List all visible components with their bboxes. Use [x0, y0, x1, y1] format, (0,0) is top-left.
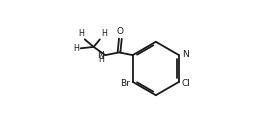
- Text: H: H: [101, 29, 107, 38]
- Text: Br: Br: [120, 79, 130, 88]
- Text: N: N: [97, 51, 104, 60]
- Text: O: O: [117, 27, 124, 36]
- Text: H: H: [78, 29, 84, 38]
- Text: Cl: Cl: [182, 79, 191, 88]
- Text: H: H: [73, 44, 79, 53]
- Text: N: N: [182, 50, 189, 59]
- Text: H: H: [98, 55, 104, 64]
